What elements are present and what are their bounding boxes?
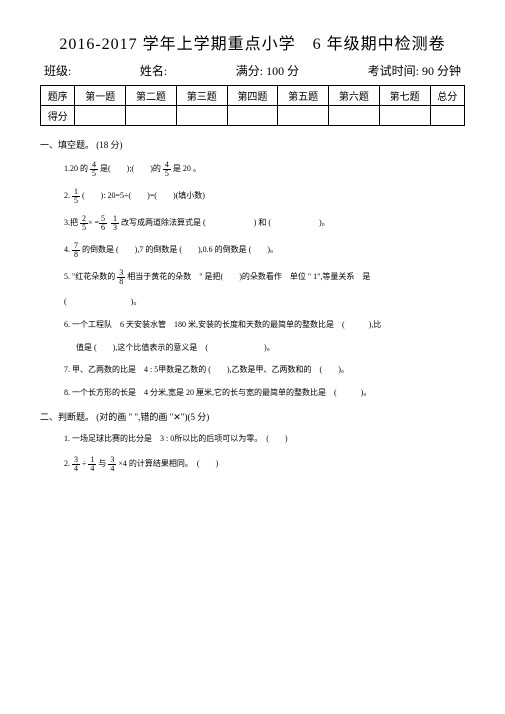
- exam-meta: 班级: 姓名: 满分: 100 分 考试时间: 90 分钟: [40, 62, 465, 79]
- fraction: 14: [88, 456, 96, 473]
- frac-d: 4: [108, 465, 116, 473]
- q5-text-a: 5. "红花朵数的: [64, 271, 115, 284]
- th-4: 第四题: [227, 86, 278, 106]
- frac-d: 3: [111, 224, 119, 232]
- fraction: 34: [72, 456, 80, 473]
- cell: [176, 106, 227, 126]
- fraction: 15: [72, 188, 80, 205]
- table-score-row: 得分: [41, 106, 465, 126]
- q5-text-c: ( )。: [64, 296, 141, 309]
- frac-d: 4: [88, 465, 96, 473]
- cell: [430, 106, 464, 126]
- score-table: 题序 第一题 第二题 第三题 第四题 第五题 第六题 第七题 总分 得分: [40, 85, 465, 126]
- q5-text-b: 相当于黄花的朵数 " 是把( )的朵数看作 单位 " 1",等量关系 是: [127, 271, 370, 284]
- class-label: 班级:: [44, 62, 71, 79]
- s2q1-text: 1. 一场足球比赛的比分是 3 : 0所以比的后项可以为零。 ( ): [64, 433, 288, 446]
- q1-text-b: 是( );( )的: [100, 163, 161, 176]
- s2q1: 1. 一场足球比赛的比分是 3 : 0所以比的后项可以为零。 ( ): [64, 433, 465, 446]
- q3-text-b: 改写成两道除法算式是 ( ) 和 ( )。: [121, 217, 330, 230]
- q3-mid: × =: [88, 217, 99, 230]
- fraction: 25: [80, 215, 88, 232]
- th-8: 总分: [430, 86, 464, 106]
- div-sign: ÷: [82, 458, 86, 471]
- fraction: 56: [99, 215, 107, 232]
- q2: 2. 15 ( ): 20=5÷( )=( )(填小数): [64, 188, 465, 205]
- th-5: 第五题: [278, 86, 329, 106]
- q6b: 值是 ( ),这个比值表示的意义是 ( )。: [76, 342, 465, 355]
- fraction: 13: [111, 215, 119, 232]
- cell: [126, 106, 177, 126]
- q3: 3.把 25 × = 56 13 改写成两道除法算式是 ( ) 和 ( )。: [64, 215, 465, 232]
- q6b-text: 值是 ( ),这个比值表示的意义是 ( )。: [76, 342, 275, 355]
- q1-text-a: 1.20 的: [64, 163, 88, 176]
- fraction: 34: [108, 456, 116, 473]
- th-6: 第六题: [329, 86, 380, 106]
- q1: 1.20 的 45 是( );( )的 45 是 20 。: [64, 161, 465, 178]
- cell: [329, 106, 380, 126]
- q4: 4. 78 的倒数是 ( ),7 的倒数是 ( ),0.6 的倒数是 ( )。: [64, 242, 465, 259]
- q1-text-c: 是 20 。: [173, 163, 201, 176]
- cell: [379, 106, 430, 126]
- table-header-row: 题序 第一题 第二题 第三题 第四题 第五题 第六题 第七题 总分: [41, 86, 465, 106]
- q7-text: 7. 甲、乙两数的比是 4 : 5甲数是乙数的 ( ),乙数是甲、乙两数和的 (…: [64, 364, 349, 377]
- full-value: 100 分: [266, 64, 299, 78]
- q8: 8. 一个长方形的长是 4 分米,宽是 20 厘米,它的长与宽的最简单的整数比是…: [64, 387, 465, 400]
- frac-d: 4: [72, 465, 80, 473]
- time-label: 考试时间:: [368, 64, 419, 78]
- th-3: 第三题: [176, 86, 227, 106]
- frac-d: 8: [72, 251, 80, 259]
- th-2: 第二题: [126, 86, 177, 106]
- cell: [227, 106, 278, 126]
- exam-title: 2016-2017 学年上学期重点小学 6 年级期中检测卷: [40, 30, 465, 54]
- q6: 6. 一个工程队 6 天安装水管 180 米,安装的长度和天数的最简单的整数比是…: [64, 319, 465, 332]
- section-1-title: 一、填空题。 (18 分): [40, 138, 465, 151]
- frac-d: 5: [163, 170, 171, 178]
- th-1: 第一题: [75, 86, 126, 106]
- q5: 5. "红花朵数的 38 相当于黄花的朵数 " 是把( )的朵数看作 单位 " …: [64, 269, 465, 286]
- time-value: 90 分钟: [422, 64, 461, 78]
- frac-d: 5: [90, 170, 98, 178]
- q8-text: 8. 一个长方形的长是 4 分米,宽是 20 厘米,它的长与宽的最简单的整数比是…: [64, 387, 371, 400]
- s2q2: 2. 34 ÷ 14 与 34 × 4 的计算结果相同。 ( ): [64, 456, 465, 473]
- frac-d: 5: [72, 197, 80, 205]
- q2-num: 2.: [64, 190, 70, 203]
- cell: [278, 106, 329, 126]
- q5-cont: ( )。: [64, 296, 465, 309]
- fraction: 38: [117, 269, 125, 286]
- th-7: 第七题: [379, 86, 430, 106]
- section-2-title: 二、判断题。 (对的画 " ",错的画 "✕")(5 分): [40, 410, 465, 423]
- q3-text-a: 3.把: [64, 217, 78, 230]
- q2-text: ( ): 20=5÷( )=( )(填小数): [82, 190, 205, 203]
- full-label: 满分:: [236, 64, 263, 78]
- q4-text: 的倒数是 ( ),7 的倒数是 ( ),0.6 的倒数是 ( )。: [82, 244, 278, 257]
- fraction: 78: [72, 242, 80, 259]
- cell: [75, 106, 126, 126]
- row-label: 得分: [41, 106, 75, 126]
- q4-num: 4.: [64, 244, 70, 257]
- q7: 7. 甲、乙两数的比是 4 : 5甲数是乙数的 ( ),乙数是甲、乙两数和的 (…: [64, 364, 465, 377]
- name-label: 姓名:: [140, 62, 167, 79]
- and-sign: 与: [98, 458, 106, 471]
- frac-d: 6: [99, 224, 107, 232]
- s2q2-num: 2.: [64, 458, 70, 471]
- frac-d: 8: [117, 278, 125, 286]
- frac-d: 5: [80, 224, 88, 232]
- s2q2-text-b: 4 的计算结果相同。 ( ): [123, 458, 218, 471]
- full-score: 满分: 100 分: [236, 62, 299, 79]
- exam-time: 考试时间: 90 分钟: [368, 62, 461, 79]
- th-0: 题序: [41, 86, 75, 106]
- q6-text: 6. 一个工程队 6 天安装水管 180 米,安装的长度和天数的最简单的整数比是…: [64, 319, 381, 332]
- fraction: 45: [90, 161, 98, 178]
- fraction: 45: [163, 161, 171, 178]
